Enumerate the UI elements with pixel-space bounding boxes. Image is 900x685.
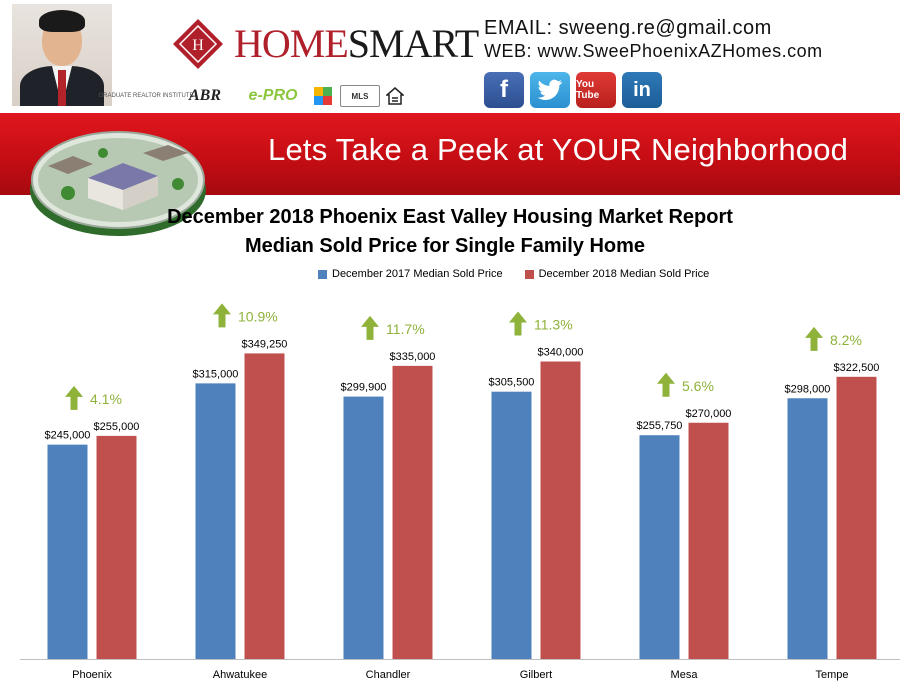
twitter-icon[interactable] [530, 72, 570, 108]
youtube-icon[interactable]: You Tube [576, 72, 616, 108]
svg-text:H: H [192, 37, 204, 54]
change-label-chandler: 11.7% [386, 321, 425, 337]
data-label-mesa-2017: $255,750 [637, 420, 683, 432]
legend-item-2017: December 2017 Median Sold Price [318, 268, 503, 280]
bar-gilbert-2017 [491, 391, 532, 659]
chart-legend: December 2017 Median Sold Price December… [318, 268, 731, 280]
data-label-chandler-2017: $299,900 [341, 382, 387, 394]
bar-phoenix-2018 [96, 435, 137, 659]
bar-ahwatukee-2017 [195, 383, 236, 659]
x-tick-phoenix: Phoenix [72, 669, 112, 681]
data-label-tempe-2018: $322,500 [834, 362, 880, 374]
up-arrow-icon [65, 385, 83, 410]
chart-title: December 2018 Phoenix East Valley Housin… [167, 206, 733, 228]
data-label-gilbert-2018: $340,000 [538, 347, 584, 359]
legend-swatch-2017 [318, 269, 327, 279]
bar-chandler-2017 [343, 396, 384, 659]
agent-portrait [12, 4, 112, 106]
brand-logo-text: HOMESMART [234, 21, 479, 66]
gri-badge: GRADUATE REALTOR INSTITUTE [98, 92, 194, 99]
change-label-phoenix: 4.1% [90, 391, 122, 407]
homesmart-logo-icon: H [173, 19, 223, 69]
facebook-icon[interactable]: f [484, 72, 524, 108]
banner-headline: Lets Take a Peek at YOUR Neighborhood [268, 132, 849, 167]
data-label-mesa-2018: $270,000 [686, 408, 732, 420]
up-arrow-icon [361, 315, 379, 340]
data-label-ahwatukee-2018: $349,250 [242, 338, 288, 350]
chart-subtitle: Median Sold Price for Single Family Home [244, 235, 646, 257]
x-tick-ahwatukee: Ahwatukee [213, 669, 267, 681]
bar-chandler-2018 [392, 365, 433, 659]
change-label-tempe: 8.2% [830, 332, 862, 348]
bar-mesa-2018 [688, 422, 729, 659]
bar-ahwatukee-2018 [244, 353, 285, 659]
bar-phoenix-2017 [47, 444, 88, 659]
legend-item-2018: December 2018 Median Sold Price [524, 268, 710, 280]
bar-tempe-2017 [787, 398, 828, 659]
x-tick-gilbert: Gilbert [520, 669, 552, 681]
legend-swatch-2018 [524, 269, 534, 279]
bar-gilbert-2018 [540, 361, 581, 659]
data-label-phoenix-2017: $245,000 [45, 430, 91, 442]
change-label-mesa: 5.6% [682, 378, 714, 394]
x-tick-chandler: Chandler [366, 669, 411, 681]
epro-badge: e-PRO [248, 87, 298, 104]
linkedin-icon[interactable]: in [622, 72, 662, 108]
contact-website[interactable]: WEB: www.SweePhoenixAZHomes.com [484, 41, 823, 61]
x-tick-mesa: Mesa [671, 669, 699, 681]
up-arrow-icon [213, 303, 231, 328]
x-tick-tempe: Tempe [815, 669, 848, 681]
up-arrow-icon [805, 326, 823, 351]
diversity-icon [312, 86, 334, 106]
equal-housing-icon [386, 86, 404, 106]
change-label-ahwatukee: 10.9% [238, 308, 278, 324]
bar-tempe-2018 [836, 376, 877, 659]
data-label-phoenix-2018: $255,000 [94, 421, 140, 433]
credential-badges: GRADUATE REALTOR INSTITUTE ABR e-PRO MLS [98, 84, 404, 108]
data-label-ahwatukee-2017: $315,000 [193, 368, 239, 380]
neighborhood-house-icon [30, 131, 206, 236]
change-label-gilbert: 11.3% [534, 317, 573, 333]
up-arrow-icon [657, 372, 675, 397]
legend-label-2018: December 2018 Median Sold Price [538, 268, 710, 280]
legend-label-2017: December 2017 Median Sold Price [332, 268, 503, 280]
data-label-tempe-2017: $298,000 [785, 383, 831, 395]
data-label-gilbert-2017: $305,500 [489, 377, 535, 389]
up-arrow-icon [509, 311, 527, 336]
bar-mesa-2017 [639, 435, 680, 659]
mls-badge: MLS [340, 85, 380, 107]
abr-badge: ABR [188, 87, 221, 104]
contact-email[interactable]: EMAIL: sweeng.re@gmail.com [484, 17, 772, 39]
data-label-chandler-2018: $335,000 [390, 351, 436, 363]
